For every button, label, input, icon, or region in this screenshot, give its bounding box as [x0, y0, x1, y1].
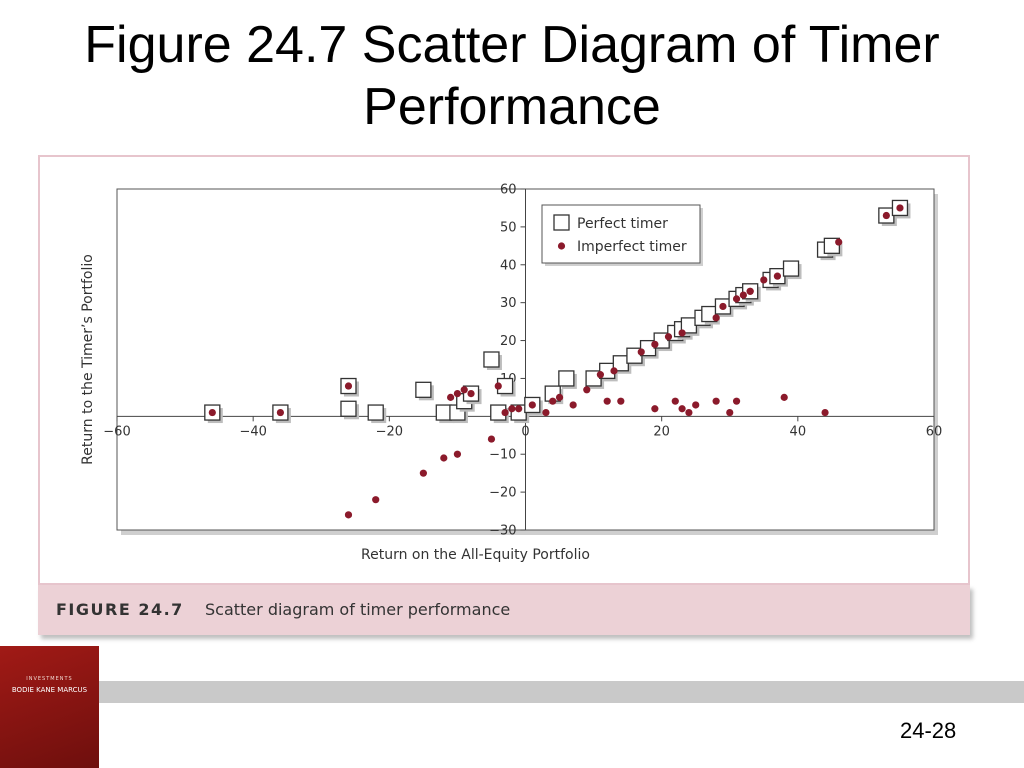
imperfect-timer-point [651, 405, 659, 413]
imperfect-timer-point [208, 408, 216, 417]
x-tick-label: −60 [103, 424, 130, 439]
imperfect-timer-point [372, 496, 380, 504]
imperfect-timer-point [453, 450, 462, 458]
y-tick-label: 20 [500, 334, 517, 349]
imperfect-timer-point [528, 401, 536, 409]
imperfect-timer-point [712, 397, 720, 405]
legend-box [541, 204, 701, 264]
imperfect-timer-point [447, 393, 455, 401]
imperfect-timer-point [719, 302, 727, 311]
legend-dot-marker [557, 242, 566, 250]
perfect-timer-point [483, 351, 500, 368]
perfect-timer-point [782, 260, 800, 277]
imperfect-timer-point [637, 348, 645, 356]
legend-square-marker [553, 214, 570, 231]
perfect-timer-point [340, 400, 357, 417]
perfect-timer-point [558, 370, 575, 387]
imperfect-timer-point [453, 390, 462, 398]
imperfect-timer-point [501, 408, 509, 417]
x-axis-title: Return on the All-Equity Portfolio [361, 547, 590, 563]
imperfect-timer-point [678, 329, 686, 337]
imperfect-timer-point [569, 401, 577, 409]
imperfect-timer-point [603, 397, 611, 405]
page-number: 24-28 [900, 718, 957, 743]
imperfect-timer-point [678, 405, 686, 413]
imperfect-timer-point [487, 435, 496, 443]
logo-tagline: INVESTMENTS [26, 676, 73, 682]
imperfect-timer-point [610, 367, 618, 375]
imperfect-timer-point [739, 291, 747, 299]
imperfect-timer-point [555, 393, 564, 401]
legend-label-imperfect-timer: Imperfect timer [577, 239, 687, 255]
imperfect-timer-point [617, 397, 625, 405]
imperfect-timer-point [508, 405, 516, 413]
imperfect-timer-point [596, 371, 604, 379]
logo-authors: BODIE KANE MARCUS [11, 686, 88, 694]
y-tick-label: 40 [500, 258, 517, 273]
imperfect-timer-point [732, 397, 741, 405]
imperfect-timer-point [712, 314, 720, 322]
imperfect-timer-point [344, 511, 353, 519]
imperfect-timer-point [276, 408, 284, 417]
imperfect-timer-point [780, 393, 788, 401]
legend-label-perfect-timer: Perfect timer [577, 216, 668, 232]
y-tick-label: 30 [500, 296, 517, 311]
slide-title: Figure 24.7 Scatter Diagram of Timer Per… [84, 16, 940, 136]
publisher-logo: INVESTMENTS BODIE KANE MARCUS [0, 646, 99, 768]
perfect-timer-point [415, 381, 432, 398]
imperfect-timer-point [692, 401, 700, 409]
imperfect-timer-point [651, 340, 659, 348]
imperfect-timer-point [896, 204, 904, 212]
imperfect-timer-point [344, 382, 353, 390]
x-tick-label: 20 [653, 424, 670, 439]
imperfect-timer-point [467, 390, 475, 398]
imperfect-timer-point [440, 454, 448, 462]
imperfect-timer-point [835, 238, 843, 246]
x-tick-label: −20 [376, 424, 403, 439]
imperfect-timer-point [773, 272, 782, 280]
figure-panel: −60−40−200204060−30−20−10102030405060Ret… [38, 155, 970, 585]
imperfect-timer-point [726, 408, 734, 417]
x-tick-label: 0 [521, 424, 529, 439]
y-tick-label: −30 [489, 524, 516, 539]
imperfect-timer-point [515, 405, 523, 413]
figure-caption-bar: FIGURE 24.7 Scatter diagram of timer per… [38, 585, 970, 635]
imperfect-timer-point [671, 397, 679, 405]
imperfect-timer-point [460, 386, 468, 394]
imperfect-timer-point [746, 287, 754, 295]
figure-caption: Scatter diagram of timer performance [205, 600, 511, 619]
y-tick-label: −20 [489, 486, 516, 501]
scatter-chart: −60−40−200204060−30−20−10102030405060Ret… [80, 183, 943, 564]
x-tick-label: −40 [239, 424, 266, 439]
footer-bar [99, 681, 1024, 703]
imperfect-timer-point [732, 295, 741, 303]
imperfect-timer-point [685, 408, 693, 417]
x-tick-label: 40 [790, 424, 807, 439]
figure-label: FIGURE 24.7 [56, 600, 184, 619]
imperfect-timer-point [549, 397, 557, 405]
perfect-timer-point [367, 404, 384, 421]
y-tick-label: 60 [500, 183, 517, 198]
perfect-timer-point [435, 404, 452, 421]
y-tick-label: −10 [489, 448, 516, 463]
y-tick-label: 50 [500, 220, 517, 235]
imperfect-timer-point [760, 276, 768, 284]
imperfect-timer-point [882, 211, 890, 220]
imperfect-timer-point [583, 386, 591, 394]
y-axis-title: Return to the Timer’s Portfolio [80, 254, 96, 465]
imperfect-timer-point [419, 469, 427, 477]
imperfect-timer-point [821, 408, 829, 417]
x-tick-label: 60 [926, 424, 943, 439]
imperfect-timer-point [542, 408, 550, 417]
imperfect-timer-point [494, 382, 502, 390]
imperfect-timer-point [664, 333, 673, 341]
